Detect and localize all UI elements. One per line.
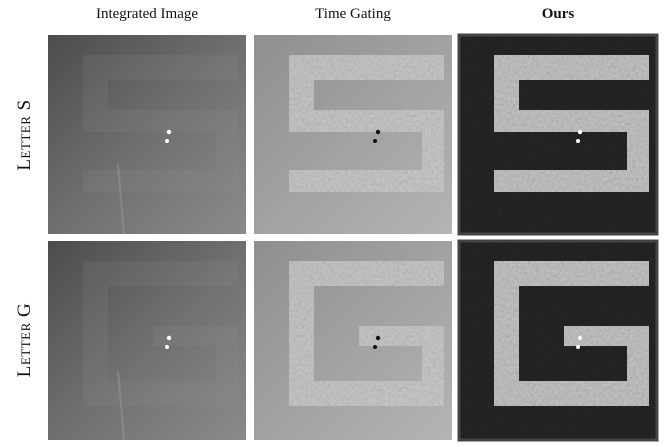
figure: Integrated Image Time Gating Ours Letter… bbox=[0, 0, 672, 442]
bright-spot bbox=[576, 139, 580, 143]
row-label: Letter S bbox=[14, 99, 35, 170]
bright-spot bbox=[165, 139, 169, 143]
row-label: Letter G bbox=[14, 303, 35, 378]
image-grid bbox=[48, 35, 657, 440]
bright-spot bbox=[578, 336, 582, 340]
letter-shape bbox=[83, 55, 238, 192]
bright-spot bbox=[167, 336, 171, 340]
letter-shape bbox=[289, 55, 444, 192]
image-panel bbox=[254, 241, 452, 440]
bright-spot bbox=[373, 345, 377, 349]
column-header: Time Gating bbox=[315, 6, 391, 22]
image-panel bbox=[48, 241, 246, 440]
column-header: Integrated Image bbox=[96, 6, 198, 22]
image-panel bbox=[254, 35, 452, 234]
bright-spot bbox=[165, 345, 169, 349]
bright-spot bbox=[376, 130, 380, 134]
bright-spot bbox=[576, 345, 580, 349]
letter-shape bbox=[83, 261, 238, 406]
bright-spot bbox=[578, 130, 582, 134]
letter-shape bbox=[494, 55, 649, 192]
bright-spot bbox=[376, 336, 380, 340]
letter-shape bbox=[494, 261, 649, 406]
image-panel bbox=[48, 35, 246, 234]
image-panel bbox=[459, 241, 657, 440]
column-header: Ours bbox=[542, 6, 575, 22]
bright-spot bbox=[167, 130, 171, 134]
bright-spot bbox=[373, 139, 377, 143]
letter-shape bbox=[289, 261, 444, 406]
image-panel bbox=[459, 35, 657, 234]
